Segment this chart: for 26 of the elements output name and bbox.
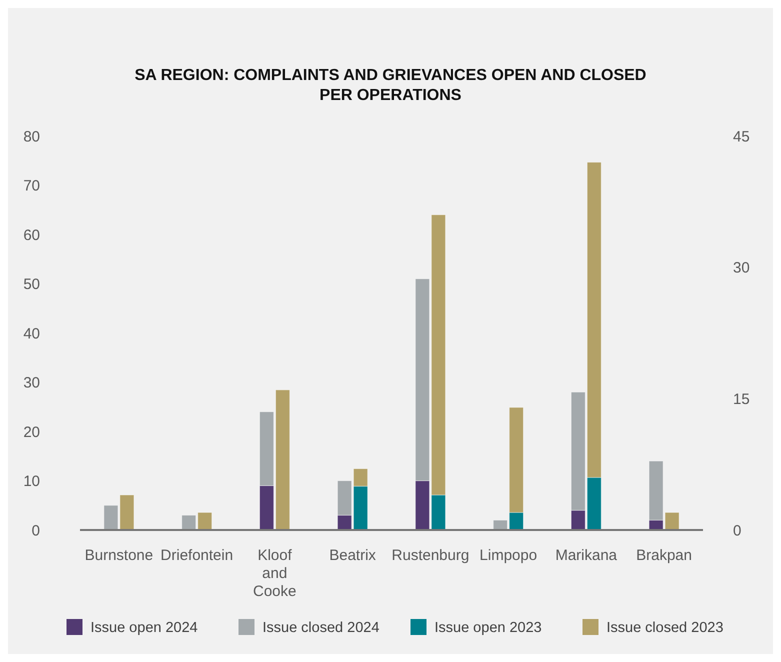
y2-tick-label: 15: [733, 390, 750, 408]
x-tick-label: Rustenburg: [392, 547, 470, 564]
x-tick-label: Driefontein: [160, 547, 234, 564]
y-tick-label: 70: [23, 178, 40, 194]
x-tick-label: Brakpan: [636, 547, 692, 564]
y-tick-label: 10: [23, 473, 40, 490]
x-tick-label: Beatrix: [329, 547, 376, 564]
y-tick-label: 0: [32, 522, 40, 540]
y-tick-label: 40: [23, 325, 40, 342]
y-tick-label: 80: [23, 128, 40, 146]
x-tick-label: Burnstone: [84, 547, 154, 564]
x-tick-label: Marikana: [555, 547, 618, 564]
y-tick-label: 20: [23, 424, 40, 441]
y2-tick-label: 45: [733, 128, 750, 146]
y2-tick-label: 30: [733, 260, 750, 277]
y-tick-label: 50: [23, 276, 40, 293]
y-tick-label: 30: [23, 374, 40, 392]
legend-label: Issue closed 2024: [262, 620, 380, 636]
x-tick-label: Limpopo: [480, 547, 538, 564]
legend-label: Issue open 2024: [90, 620, 198, 636]
legend-label: Issue closed 2023: [606, 620, 724, 636]
legend-label: Issue open 2023: [434, 620, 542, 636]
chart-title: SA REGION: COMPLAINTS AND GRIEVANCES OPEN AND CLOSED PER OPERATIONS: [134, 67, 646, 104]
y-tick-label: 60: [23, 226, 40, 244]
y2-tick-label: 0: [733, 522, 742, 540]
x-tick-label: Kloof and Cooke: [253, 547, 296, 600]
